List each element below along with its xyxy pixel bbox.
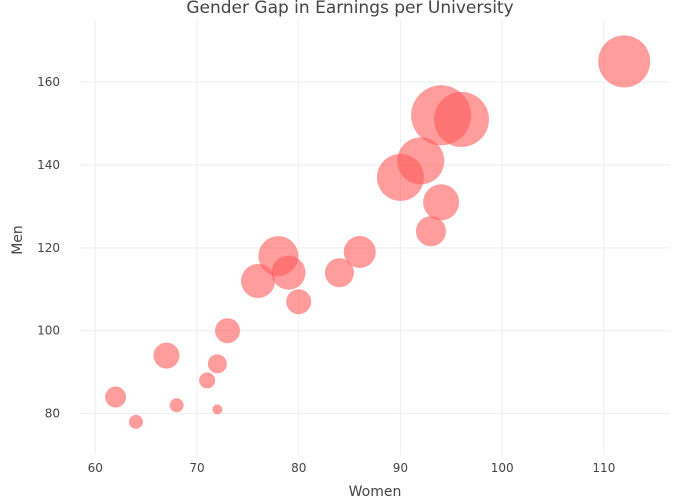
y-tick-label: 120 xyxy=(37,241,60,255)
x-tick-label: 90 xyxy=(393,461,408,475)
bubble-point[interactable] xyxy=(128,414,143,429)
y-tick-label: 140 xyxy=(37,158,60,172)
bubble-point[interactable] xyxy=(286,289,312,315)
bubble-markers xyxy=(105,35,651,429)
x-tick-label: 70 xyxy=(189,461,204,475)
bubble-point[interactable] xyxy=(199,372,216,389)
x-axis-label: Women xyxy=(349,484,402,500)
bubble-point[interactable] xyxy=(343,236,376,268)
bubble-point[interactable] xyxy=(153,342,180,369)
y-tick-label: 160 xyxy=(37,75,60,89)
x-tick-label: 100 xyxy=(491,461,514,475)
bubble-point[interactable] xyxy=(212,404,223,415)
y-tick-label: 100 xyxy=(37,324,60,338)
bubble-point[interactable] xyxy=(324,258,354,288)
bubble-point[interactable] xyxy=(215,318,240,344)
bubble-point[interactable] xyxy=(207,354,227,374)
bubble-point[interactable] xyxy=(241,264,276,298)
y-tick-label: 80 xyxy=(45,407,60,421)
x-axis-ticks: 60 70 80 90 100 110 xyxy=(88,461,616,475)
y-axis-ticks: 80 100 120 140 160 xyxy=(37,75,60,420)
chart-title: Gender Gap in Earnings per University xyxy=(186,0,513,18)
x-tick-label: 80 xyxy=(291,461,306,475)
y-axis-label: Men xyxy=(10,225,26,255)
gridlines xyxy=(80,20,670,455)
bubble-point[interactable] xyxy=(598,35,651,88)
bubble-point[interactable] xyxy=(423,184,460,221)
bubble-point[interactable] xyxy=(105,386,127,408)
bubble-point[interactable] xyxy=(376,153,424,201)
x-tick-label: 110 xyxy=(592,461,615,475)
bubble-point[interactable] xyxy=(415,216,446,247)
bubble-point[interactable] xyxy=(169,398,184,413)
bubble-point[interactable] xyxy=(271,255,306,290)
x-tick-label: 60 xyxy=(88,461,103,475)
bubble-point[interactable] xyxy=(411,85,472,146)
